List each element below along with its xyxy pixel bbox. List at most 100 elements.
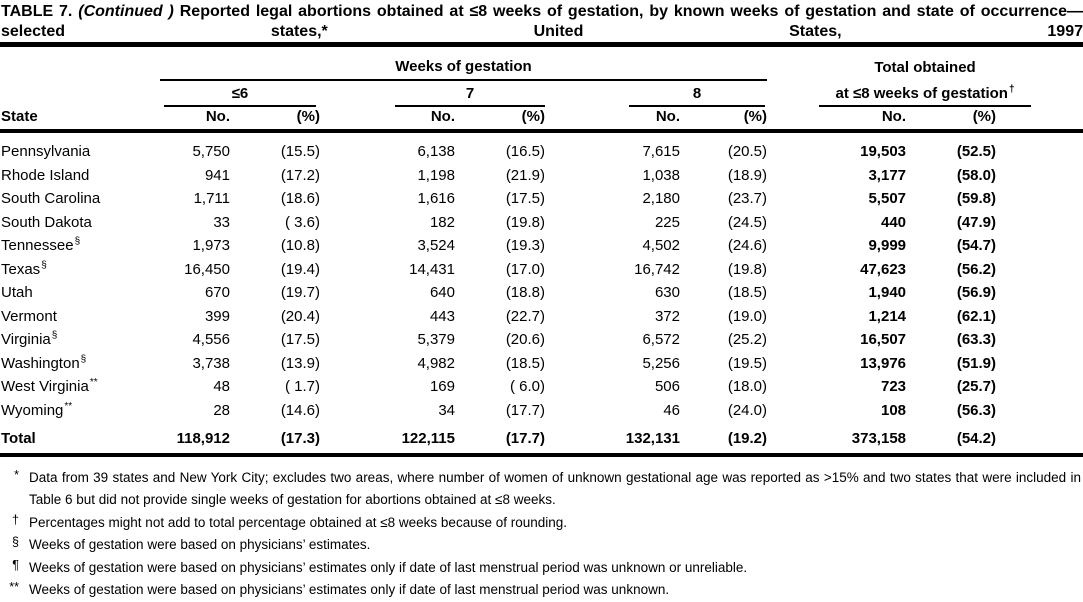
column-header-pct-8wk: (%)	[680, 106, 768, 133]
footnote-text: Data from 39 states and New York City; e…	[29, 469, 1081, 508]
no-6wk-cell: 16,450	[184, 260, 230, 278]
total-pct-cell: (54.2)	[956, 430, 997, 447]
total-no-cell: 723	[880, 378, 907, 395]
total-row: Total 118,912 (17.3) 122,115 (17.7) 132,…	[0, 420, 1083, 453]
state-cell: Vermont	[0, 303, 160, 327]
spacer-cell	[996, 256, 1083, 280]
pct-8wk-cell: (20.5)	[727, 143, 768, 160]
footnote: * Data from 39 states and New York City;…	[2, 467, 1083, 512]
pct-7wk-cell: (22.7)	[505, 307, 545, 325]
no-6wk-cell: 670	[204, 284, 230, 301]
spacer-cell	[996, 350, 1083, 374]
pct-6wk-cell: (17.3)	[280, 430, 320, 447]
table-title: TABLE 7. (Continued ) Reported legal abo…	[0, 0, 1083, 42]
total-group-text: at ≤8 weeks of gestation	[835, 85, 1008, 102]
no-7wk-cell: 122,115	[401, 430, 455, 447]
no-8wk-cell: 2,180	[642, 190, 680, 207]
header-row-subgroups: ≤6 7 8 at ≤8 weeks of gestation†	[0, 80, 1083, 107]
column-header-total-no: No.	[767, 106, 907, 133]
no-7wk-cell: 14,431	[409, 260, 455, 278]
table-row: Pennsylvania 5,750 (15.5) 6,138 (16.5) 7…	[0, 131, 1083, 162]
state-name: West Virginia	[1, 378, 89, 395]
pct-6wk-cell: (10.8)	[280, 237, 320, 254]
state-cell: Rhode Island	[0, 162, 160, 186]
pct-6wk-cell: (17.5)	[280, 331, 320, 348]
no-6wk-cell: 28	[213, 401, 230, 419]
no-8wk-cell: 5,256	[642, 354, 680, 372]
pct-7wk-cell: (17.5)	[505, 190, 545, 207]
total-pct-cell: (59.8)	[956, 190, 997, 207]
total-pct-cell: (51.9)	[956, 354, 997, 372]
footnote-marker-ref: **	[64, 400, 73, 412]
state-cell: South Dakota	[0, 209, 160, 233]
total-pct-cell: (58.0)	[956, 166, 997, 184]
total-no-cell: 9,999	[868, 237, 907, 254]
table-row: South Carolina 1,711 (18.6) 1,616 (17.5)…	[0, 185, 1083, 209]
pct-6wk-cell: ( 3.6)	[284, 213, 320, 231]
state-cell: Washington§	[0, 350, 160, 374]
no-6wk-cell: 48	[213, 378, 230, 395]
no-7wk-cell: 1,198	[417, 166, 455, 184]
total-no-cell: 440	[880, 213, 907, 231]
no-7wk-cell: 182	[429, 213, 455, 231]
column-header-state: State	[0, 106, 160, 133]
table-row: Texas§ 16,450 (19.4) 14,431 (17.0) 16,74…	[0, 256, 1083, 280]
footnote-text: Weeks of gestation were based on physici…	[29, 582, 670, 597]
no-8wk-cell: 4,502	[642, 237, 680, 254]
no-8wk-cell: 630	[654, 284, 680, 301]
column-header-total-pct: (%)	[906, 106, 997, 133]
total-no-cell: 1,214	[868, 307, 907, 325]
subcol-7wk-label: 7	[395, 84, 545, 107]
no-6wk-cell: 118,912	[176, 430, 230, 447]
column-header-pct-6wk: (%)	[230, 106, 320, 133]
pct-8wk-cell: (23.7)	[727, 190, 768, 207]
no-8wk-cell: 132,131	[625, 430, 680, 447]
title-rest: Reported legal abortions obtained at ≤8 …	[1, 3, 1083, 40]
total-no-cell: 1,940	[868, 284, 907, 301]
footnote-text: Percentages might not add to total perce…	[29, 514, 568, 530]
total-no-cell: 19,503	[860, 143, 907, 160]
no-6wk-cell: 3,738	[192, 354, 230, 372]
pct-7wk-cell: (17.7)	[505, 401, 545, 419]
no-8wk-cell: 7,615	[642, 143, 680, 160]
no-6wk-cell: 5,750	[192, 143, 230, 160]
no-8wk-cell: 46	[663, 401, 680, 419]
table-row: Tennessee§ 1,973 (10.8) 3,524 (19.3) 4,5…	[0, 232, 1083, 256]
pct-6wk-cell: (17.2)	[280, 166, 320, 184]
no-6wk-cell: 1,973	[192, 237, 230, 254]
subcol-6wk-label: ≤6	[164, 84, 316, 107]
table-title-text: TABLE 7. (Continued ) Reported legal abo…	[1, 2, 1083, 41]
state-name: Rhode Island	[1, 166, 90, 184]
pct-7wk-cell: (19.8)	[505, 213, 545, 231]
total-label-cell: Total	[1, 430, 36, 447]
table-row: Rhode Island 941 (17.2) 1,198 (21.9) 1,0…	[0, 162, 1083, 186]
total-no-cell: 3,177	[868, 166, 907, 184]
state-name: Texas	[1, 260, 41, 278]
state-name: Virginia	[1, 331, 51, 348]
pct-8wk-cell: (25.2)	[727, 331, 768, 348]
table-row: Wyoming** 28 (14.6) 34 (17.7) 46 (24.0) …	[0, 397, 1083, 421]
footnote: ¶ Weeks of gestation were based on physi…	[2, 557, 1083, 580]
header-row-spanner: Weeks of gestation Total obtained	[0, 53, 1083, 81]
state-name: South Dakota	[1, 213, 92, 231]
spacer-cell	[996, 232, 1083, 256]
subcol-8wk-label: 8	[629, 84, 766, 107]
pct-8wk-cell: (24.0)	[727, 401, 768, 419]
state-cell: South Carolina	[0, 185, 160, 209]
total-pct-cell: (25.7)	[956, 378, 997, 395]
no-6wk-cell: 4,556	[192, 331, 230, 348]
state-cell: Pennsylvania	[0, 131, 160, 162]
no-8wk-cell: 1,038	[642, 166, 680, 184]
no-7wk-cell: 3,524	[417, 237, 455, 254]
pct-8wk-cell: (18.5)	[727, 284, 768, 301]
state-cell: Virginia§	[0, 326, 160, 350]
pct-7wk-cell: (19.3)	[505, 237, 545, 254]
no-7wk-cell: 34	[438, 401, 455, 419]
pct-6wk-cell: (18.6)	[280, 190, 320, 207]
footnote: ** Weeks of gestation were based on phys…	[2, 579, 1083, 602]
total-no-cell: 16,507	[860, 331, 907, 348]
footnote-text: Weeks of gestation were based on physici…	[29, 537, 371, 552]
subcol-8wk: 8	[545, 80, 767, 107]
no-6wk-cell: 33	[213, 213, 230, 231]
title-rule	[0, 42, 1083, 47]
